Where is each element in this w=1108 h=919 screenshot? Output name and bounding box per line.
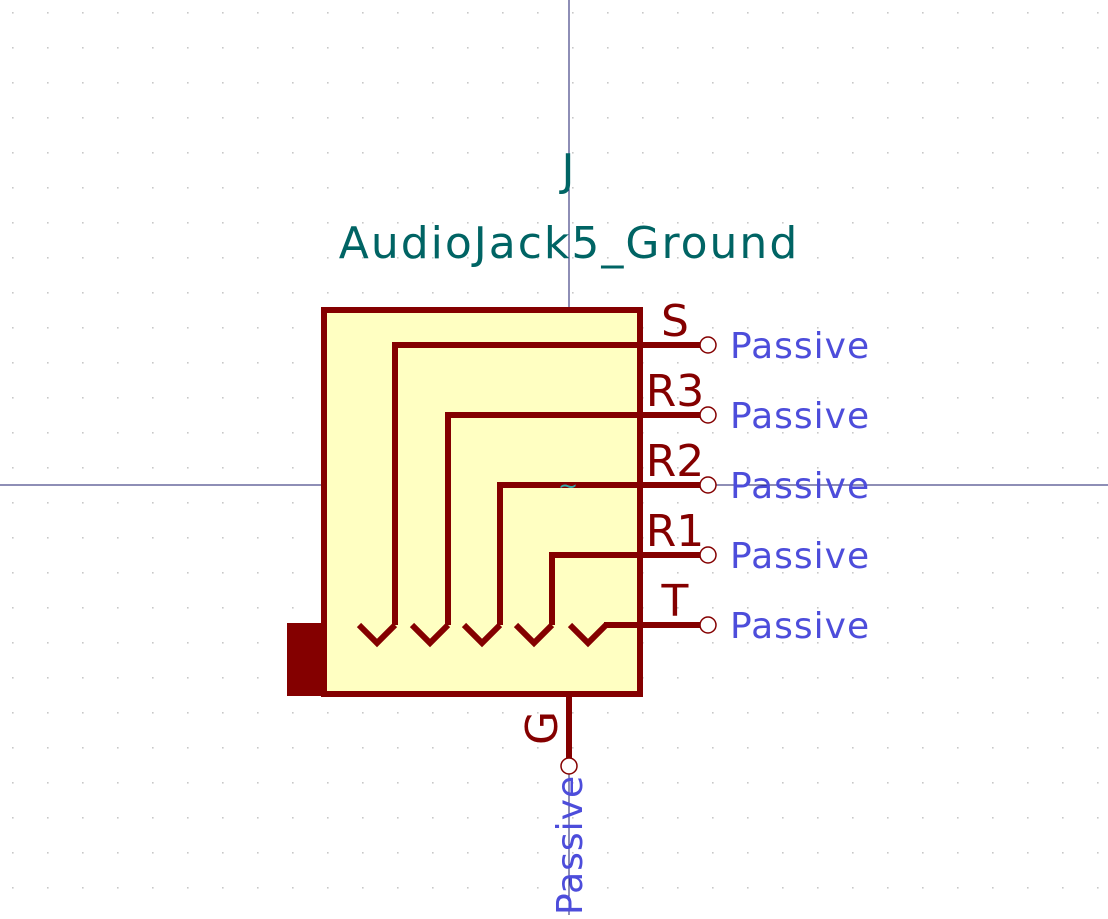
pin-type-t: Passive — [730, 606, 870, 647]
value-field[interactable]: AudioJack5_Ground — [339, 218, 800, 269]
pin-s-endpoint[interactable] — [699, 336, 717, 354]
pin-g-endpoint[interactable] — [560, 757, 578, 775]
pin-name-t: T — [661, 576, 689, 627]
contact-chevron-4 — [513, 622, 555, 648]
pin-type-r2: Passive — [730, 466, 870, 507]
pin-type-s: Passive — [730, 326, 870, 367]
pin-r3-endpoint[interactable] — [699, 406, 717, 424]
pin-name-r1: R1 — [646, 506, 705, 557]
contact-chevron-2 — [409, 622, 451, 648]
contact-trace-r3 — [445, 412, 708, 625]
pin-type-r3: Passive — [730, 396, 870, 437]
pin-name-r2: R2 — [646, 436, 705, 487]
symbol-body[interactable] — [321, 307, 643, 697]
pin-r2-endpoint[interactable] — [699, 476, 717, 494]
pin-r1-endpoint[interactable] — [699, 546, 717, 564]
anchor-tilde-icon: ~ — [558, 472, 578, 500]
contact-trace-r2 — [497, 482, 708, 625]
pin-name-s: S — [661, 296, 689, 347]
contact-trace-r1 — [549, 552, 708, 625]
pin-type-r1: Passive — [730, 536, 870, 577]
contact-chevron-3 — [461, 622, 503, 648]
contact-trace-s — [392, 342, 708, 625]
internal-contacts — [356, 342, 708, 648]
pin-endpoints — [560, 336, 717, 775]
pin-name-g: G — [517, 711, 568, 745]
pin-name-r3: R3 — [646, 366, 705, 417]
pin-t-endpoint[interactable] — [699, 616, 717, 634]
contact-chevron-5 — [567, 622, 609, 648]
reference-field[interactable]: J — [559, 145, 577, 196]
jack-sleeve-block — [287, 623, 324, 696]
contact-chevron-1 — [356, 622, 398, 648]
pin-type-g: Passive — [550, 775, 591, 915]
